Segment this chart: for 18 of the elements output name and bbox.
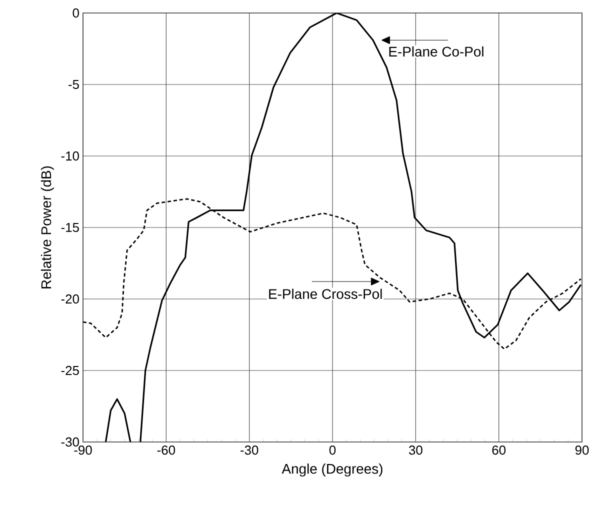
x-tick-label: 60 <box>492 446 506 455</box>
annotation: E-Plane Cross-Pol <box>269 288 382 299</box>
y-tick-label: 0 <box>72 8 79 18</box>
y-axis-title: Relative Power (dB) <box>40 166 54 288</box>
x-tick-label: -30 <box>240 446 258 455</box>
y-tick-label: -25 <box>61 366 79 376</box>
y-tick-label: -20 <box>61 294 79 304</box>
y-tick-label: -15 <box>61 222 79 232</box>
annotation: E-Plane Co-Pol <box>389 46 484 57</box>
x-tick-label: -60 <box>157 446 176 455</box>
x-tick-label: 90 <box>575 446 589 455</box>
y-tick-label: -10 <box>61 151 79 161</box>
x-tick-label: 0 <box>329 446 336 455</box>
x-tick-label: -90 <box>74 446 92 455</box>
y-tick-label: -30 <box>61 437 79 447</box>
y-tick-label: -5 <box>68 80 79 90</box>
x-tick-label: 30 <box>408 446 422 455</box>
x-axis-title: Angle (Degrees) <box>282 464 382 477</box>
